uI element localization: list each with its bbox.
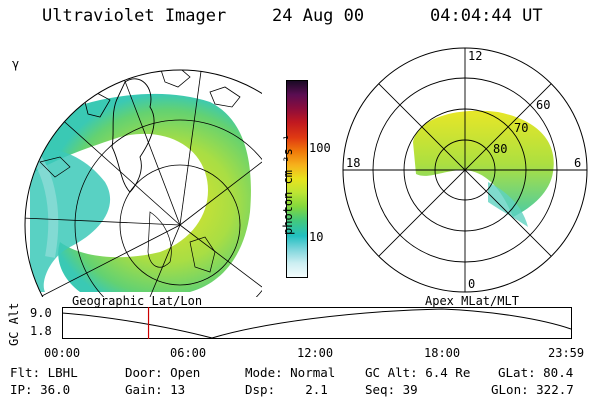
colorbar-unit-label: photon cm⁻²s⁻¹ xyxy=(281,133,295,235)
sequence-status: Seq: 39 xyxy=(365,382,418,397)
time-tick-0000: 00:00 xyxy=(44,346,81,360)
mlat-label-70: 70 xyxy=(514,121,528,135)
left-panel-caption: Geographic Lat/Lon xyxy=(72,294,203,308)
image-time: 04:04:44 UT xyxy=(430,6,543,26)
altitude-tick-low: 1.8 xyxy=(30,324,52,338)
mlt-label-18: 18 xyxy=(346,156,360,170)
time-tick-0600: 06:00 xyxy=(170,346,207,360)
magnetic-polar-plot: 12 18 6 0 60 70 80 xyxy=(342,47,588,293)
time-tick-1200: 12:00 xyxy=(297,346,334,360)
colorbar xyxy=(286,80,308,278)
image-date: 24 Aug 00 xyxy=(272,6,365,26)
altitude-tick-high: 9.0 xyxy=(30,306,52,320)
instrument-title: Ultraviolet Imager xyxy=(42,6,227,26)
right-panel-caption: Apex MLat/MLT xyxy=(425,294,519,308)
dsp-status: Dsp: 2.1 xyxy=(245,382,328,397)
mlt-label-0: 0 xyxy=(468,277,475,291)
glat-status: GLat: 80.4 xyxy=(498,365,574,380)
filter-status: Flt: LBHL xyxy=(10,365,78,380)
corner-label: γ xyxy=(12,57,19,71)
mlat-label-60: 60 xyxy=(536,98,550,112)
ip-status: IP: 36.0 xyxy=(10,382,71,397)
colorbar-gradient xyxy=(287,81,307,277)
gc-altitude-status: GC Alt: 6.4 Re xyxy=(365,365,471,380)
time-tick-2359: 23:59 xyxy=(548,346,585,360)
colorbar-tick-10: 10 xyxy=(309,230,324,244)
colorbar-tick-100: 100 xyxy=(309,141,331,155)
glon-status: GLon: 322.7 xyxy=(491,382,574,397)
mlt-label-6: 6 xyxy=(574,156,581,170)
time-tick-1800: 18:00 xyxy=(424,346,461,360)
door-status: Door: Open xyxy=(125,365,201,380)
gain-status: Gain: 13 xyxy=(125,382,186,397)
geographic-aurora-image: γ xyxy=(12,57,262,297)
altitude-axis-label: GC Alt xyxy=(7,302,21,346)
mlat-label-80: 80 xyxy=(493,142,507,156)
mode-status: Mode: Normal xyxy=(245,365,336,380)
altitude-trace-plot xyxy=(62,307,572,339)
mlt-label-12: 12 xyxy=(468,49,482,63)
